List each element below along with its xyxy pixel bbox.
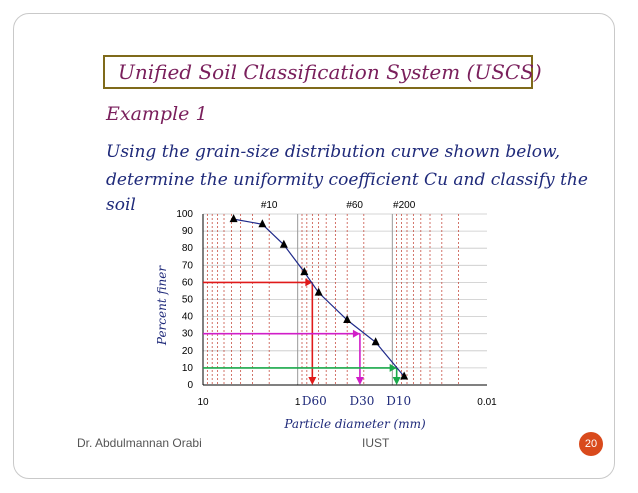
- reference-arrowhead: [389, 363, 397, 372]
- example-heading: Example 1: [106, 103, 208, 125]
- footer-author: Dr. Abdulmannan Orabi: [77, 436, 202, 450]
- footer-institution: IUST: [362, 436, 390, 450]
- y-tick-label: 0: [187, 380, 193, 391]
- y-tick-label: 50: [182, 295, 194, 306]
- body-line-3: soil: [106, 195, 136, 215]
- reference-arrowhead: [305, 278, 313, 287]
- body-line-2: determine the uniformity coefficient Cu …: [106, 170, 588, 190]
- page-number-badge: 20: [579, 432, 603, 456]
- x-tick-label: 1: [295, 397, 301, 408]
- sieve-label: #60: [346, 200, 363, 211]
- data-point-marker: [258, 219, 267, 228]
- sieve-label: #200: [393, 200, 416, 211]
- y-tick-label: 100: [176, 209, 193, 220]
- x-tick-label: 0.01: [477, 397, 497, 408]
- grain-size-curve: [233, 218, 405, 377]
- body-line-1: Using the grain-size distribution curve …: [106, 142, 560, 162]
- reference-arrowhead-down: [308, 377, 317, 385]
- marker-label: D30: [349, 394, 374, 408]
- y-tick-label: 30: [182, 329, 194, 340]
- y-tick-label: 70: [182, 260, 194, 271]
- y-tick-label: 90: [182, 226, 194, 237]
- reference-arrowhead: [352, 329, 360, 338]
- reference-arrowhead-down: [355, 377, 364, 385]
- data-point-marker: [229, 214, 238, 223]
- title-box: [103, 55, 533, 89]
- marker-label: D10: [386, 394, 411, 408]
- y-tick-label: 10: [182, 363, 194, 374]
- data-point-marker: [371, 337, 380, 346]
- x-axis-label: Particle diameter (mm): [283, 417, 426, 431]
- x-tick-label: 10: [197, 397, 209, 408]
- data-point-marker: [314, 287, 323, 296]
- marker-label: D60: [302, 394, 327, 408]
- slide-title: Unified Soil Classification System (USCS…: [118, 60, 542, 84]
- data-point-marker: [300, 267, 309, 276]
- data-point-marker: [400, 371, 409, 380]
- y-tick-label: 80: [182, 243, 194, 254]
- y-tick-label: 20: [182, 346, 194, 357]
- data-point-marker: [343, 315, 352, 324]
- reference-arrowhead-down: [392, 377, 401, 385]
- sieve-label: #10: [261, 200, 278, 211]
- data-point-marker: [279, 239, 288, 248]
- y-tick-label: 40: [182, 312, 194, 323]
- y-tick-label: 60: [182, 277, 194, 288]
- y-axis-label: Percent finer: [155, 265, 169, 346]
